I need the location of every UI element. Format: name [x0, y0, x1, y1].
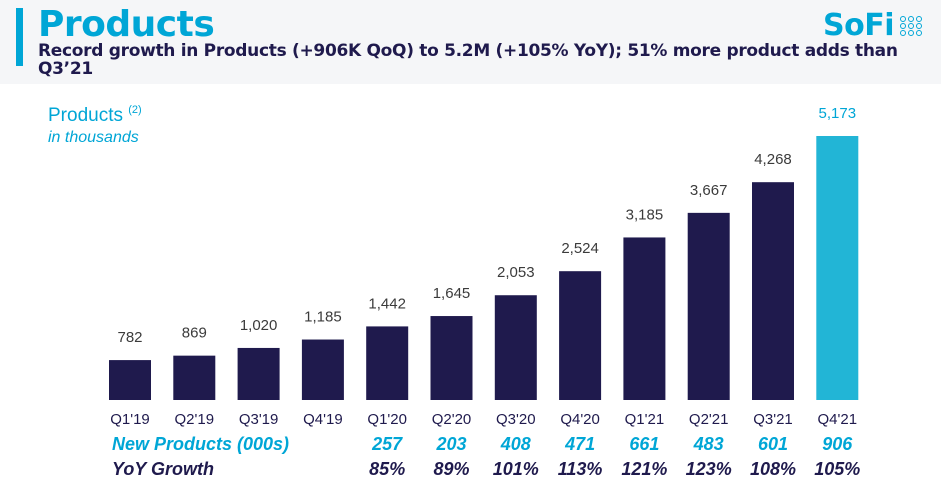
x-tick-label-Q2'21: Q2'21 [689, 411, 729, 428]
yoy-growth-label: YoY Growth [112, 459, 215, 479]
bar-Q4'21 [816, 136, 859, 400]
data-label-Q3'19: 1,020 [240, 317, 278, 334]
x-tick-label-Q3'20: Q3'20 [496, 411, 536, 428]
yoy-growth-value-Q1'21: 121% [621, 459, 668, 479]
header-background [0, 0, 941, 84]
new-products-value-Q4'20: 471 [565, 434, 596, 454]
x-tick-label-Q4'21: Q4'21 [818, 411, 858, 428]
x-tick-label-Q1'21: Q1'21 [625, 411, 665, 428]
data-label-Q1'20: 1,442 [368, 295, 406, 312]
bar-Q2'21 [687, 212, 730, 400]
new-products-value-Q3'21: 601 [757, 434, 789, 454]
x-tick-label-Q1'20: Q1'20 [367, 411, 407, 428]
bar-Q3'21 [752, 182, 794, 400]
data-label-Q2'19: 869 [182, 325, 207, 342]
bar-Q3'20 [494, 295, 537, 400]
data-label-Q2'21: 3,667 [690, 182, 728, 199]
new-products-value-Q3'20: 408 [500, 434, 531, 454]
logo-dots-icon [900, 15, 923, 36]
chart-subtitle: in thousands [48, 129, 139, 146]
chart-title-footnote: (2) [128, 104, 142, 116]
yoy-growth-value-Q1'20: 85% [369, 459, 406, 479]
data-label-Q1'21: 3,185 [626, 206, 664, 223]
bar-Q4'20 [559, 271, 602, 400]
yoy-growth-value-Q2'20: 89% [433, 459, 470, 479]
data-label-Q1'19: 782 [117, 329, 142, 346]
new-products-value-Q2'20: 203 [436, 434, 467, 454]
x-tick-label-Q4'20: Q4'20 [560, 411, 600, 428]
chart-title: Products (2) [48, 104, 142, 127]
x-tick-label-Q1'19: Q1'19 [110, 411, 150, 428]
x-tick-label-Q3'19: Q3'19 [239, 411, 279, 428]
bar-Q2'19 [173, 355, 216, 400]
bar-Q4'19 [301, 339, 344, 400]
new-products-label: New Products (000s) [112, 434, 290, 454]
new-products-value-Q4'21: 906 [822, 434, 853, 454]
logo-text: SoFi [823, 8, 895, 43]
data-label-Q4'20: 2,524 [561, 240, 599, 257]
yoy-growth-value-Q3'21: 108% [749, 459, 797, 479]
x-tick-label-Q2'19: Q2'19 [175, 411, 215, 428]
page-title: Products [38, 4, 215, 45]
bar-Q2'20 [430, 316, 473, 400]
bar-Q1'19 [109, 360, 151, 400]
title-accent-bar [16, 8, 23, 66]
bar-Q3'19 [237, 347, 280, 400]
bar-Q1'21 [623, 237, 666, 400]
new-products-value-Q1'20: 257 [372, 434, 403, 454]
page-subtitle: Record growth in Products (+906K QoQ) to… [38, 41, 898, 79]
x-tick-label-Q2'20: Q2'20 [432, 411, 472, 428]
x-tick-label-Q4'19: Q4'19 [303, 411, 343, 428]
data-label-Q3'20: 2,053 [497, 264, 535, 281]
data-label-Q4'21: 5,173 [819, 105, 857, 122]
bar-Q1'20 [366, 326, 409, 400]
yoy-growth-value-Q3'20: 101% [492, 459, 539, 479]
data-label-Q2'20: 1,645 [433, 285, 471, 302]
new-products-value-Q1'21: 661 [629, 434, 660, 454]
sofi-logo: SoFi [823, 8, 923, 43]
data-label-Q3'21: 4,268 [754, 151, 792, 168]
new-products-value-Q2'21: 483 [693, 434, 724, 454]
data-label-Q4'19: 1,185 [304, 309, 342, 326]
x-tick-label-Q3'21: Q3'21 [753, 411, 793, 428]
yoy-growth-value-Q4'21: 105% [814, 459, 861, 479]
chart-title-text: Products [48, 105, 123, 126]
yoy-growth-value-Q4'20: 113% [557, 459, 603, 479]
yoy-growth-value-Q2'21: 123% [685, 459, 732, 479]
